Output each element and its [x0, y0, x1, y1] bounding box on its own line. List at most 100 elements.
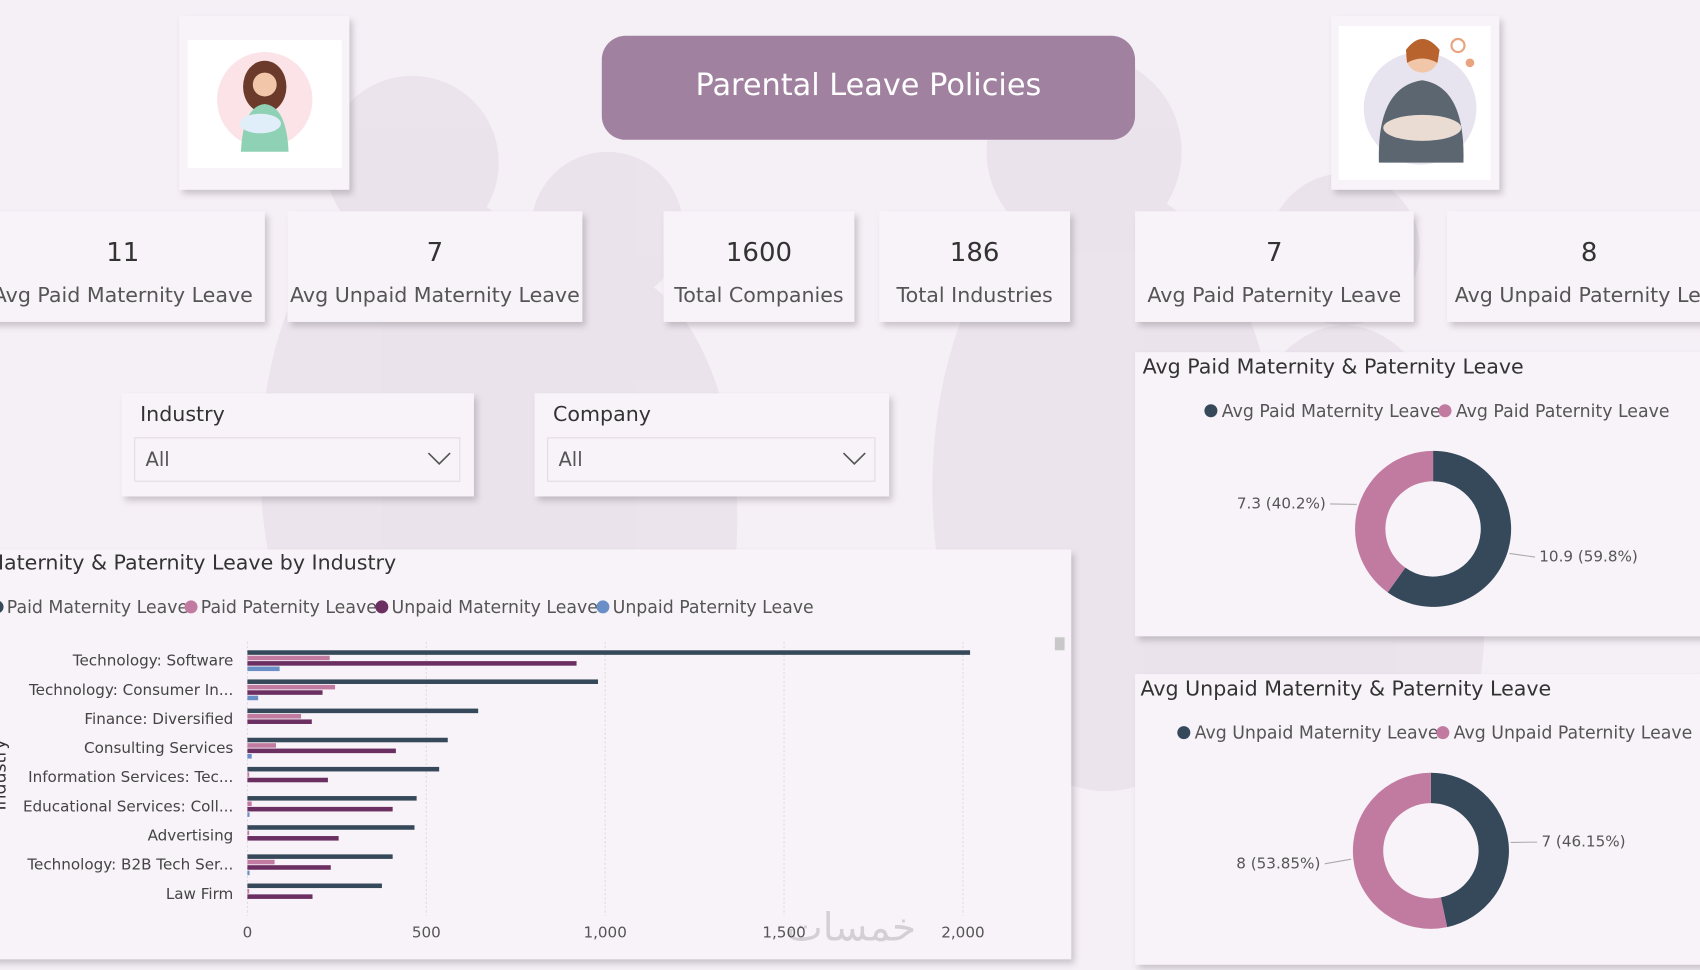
bar: [247, 836, 339, 841]
bar: [247, 870, 250, 876]
bar: [247, 743, 277, 748]
y-tick-label: Consulting Services: [84, 739, 233, 757]
slicer-card: [534, 393, 890, 497]
donut-slice: [1430, 772, 1509, 928]
kpi-value: 186: [950, 238, 1000, 268]
bar: [247, 650, 971, 655]
bar: [247, 679, 599, 684]
legend-label: Paid Maternity Leave: [7, 598, 188, 618]
legend-dot: [1177, 726, 1191, 740]
data-label: 10.9 (59.8%): [1539, 548, 1638, 566]
y-tick-label: Advertising: [148, 827, 234, 845]
bar: [247, 748, 396, 754]
bar: [247, 766, 440, 772]
y-tick-label: Technology: Software: [72, 652, 234, 670]
legend-dot: [1436, 726, 1450, 740]
chart-title: Avg Paid Maternity & Paternity Leave: [1143, 354, 1524, 378]
kpi-label: Total Industries: [896, 283, 1053, 307]
bar: [247, 777, 328, 783]
donut-slice: [1352, 772, 1448, 929]
legend-dot: [375, 600, 389, 614]
bar: [247, 830, 250, 836]
kpi-card: [663, 211, 855, 322]
slicer-label: Industry: [140, 402, 225, 426]
slicer-selection: All: [558, 448, 582, 471]
kpi-value: 8: [1581, 238, 1598, 268]
y-axis-title: Industry: [0, 739, 10, 810]
kpi-value: 7: [427, 238, 444, 268]
legend-label: Unpaid Maternity Leave: [392, 598, 598, 618]
kpi-value: 11: [106, 238, 139, 268]
kpi-value: 1600: [726, 238, 792, 268]
slicer-label: Company: [553, 402, 651, 426]
legend-label: Avg Paid Paternity Leave: [1456, 402, 1670, 422]
bar: [247, 684, 336, 690]
bar: [247, 695, 259, 701]
kpi-row: 11 Avg Paid Maternity Leave 7 Avg Unpaid Ma…: [0, 211, 1700, 322]
father-illustration: [1363, 37, 1477, 165]
bar: [247, 708, 479, 714]
bar: [247, 825, 415, 830]
legend-label: Avg Unpaid Maternity Leave: [1195, 724, 1439, 744]
kpi-card: [879, 211, 1071, 322]
kpi-label: Avg Unpaid Maternity Leave: [290, 283, 580, 307]
kpi-value: 7: [1266, 238, 1283, 268]
chart-title: Avg Unpaid Maternity & Paternity Leave: [1140, 676, 1551, 700]
bar: [247, 714, 302, 719]
kpi-label: Avg Unpaid Paternity Leave: [1455, 283, 1700, 307]
kpi-label: Avg Paid Maternity Leave: [0, 283, 253, 307]
dropdown-chevron[interactable]: [427, 452, 451, 466]
legend-dot: [1438, 404, 1452, 418]
bar: [247, 801, 252, 807]
bar: [247, 865, 331, 870]
bar: [247, 690, 323, 695]
mother-illustration: [217, 52, 313, 152]
slicer-dropdown[interactable]: [547, 437, 876, 482]
dropdown-chevron[interactable]: [842, 452, 866, 466]
bar: [247, 737, 448, 743]
bar: [247, 719, 312, 724]
legend-dot: [1204, 404, 1218, 418]
x-tick-label: 1,500: [762, 924, 805, 942]
scrollbar[interactable]: [1054, 637, 1065, 651]
bar: [247, 894, 313, 899]
dashboard-title: Parental Leave Policies: [696, 68, 1042, 103]
legend-label: Paid Paternity Leave: [201, 598, 377, 618]
watermark: خمسات: [786, 905, 916, 950]
bar: [247, 661, 577, 666]
donut-slice: [1355, 450, 1434, 593]
y-tick-label: Educational Services: Coll...: [23, 797, 233, 815]
slicer-selection: All: [146, 448, 170, 471]
y-tick-label: Technology: Consumer In...: [28, 681, 233, 699]
kpi-label: Total Companies: [673, 283, 843, 307]
legend-label: Avg Unpaid Paternity Leave: [1454, 724, 1693, 744]
leader-line: [1509, 552, 1536, 558]
y-tick-label: Technology: B2B Tech Ser...: [26, 856, 233, 874]
bar: [247, 883, 382, 889]
bar: [247, 854, 393, 859]
chart-title: Maternity & Paternity Leave by Industry: [0, 551, 396, 575]
x-tick-label: 500: [412, 924, 441, 942]
kpi-card: [0, 211, 265, 322]
data-label: 7.3 (40.2%): [1237, 494, 1326, 512]
donut-slice: [1387, 450, 1512, 607]
kpi-card: [1135, 211, 1414, 322]
kpi-card: [287, 211, 583, 322]
legend-dot: [184, 600, 198, 614]
bar: [247, 772, 250, 777]
y-tick-label: Information Services: Tec...: [28, 768, 233, 786]
legend-dot: [0, 601, 4, 613]
chart-card: [0, 549, 1072, 960]
kpi-card: [1447, 211, 1700, 322]
kpi-label: Avg Paid Paternity Leave: [1147, 283, 1401, 307]
x-tick-label: 1,000: [583, 924, 626, 942]
slicer-card: [121, 393, 474, 497]
bar: [247, 888, 250, 894]
legend-dot: [596, 600, 610, 614]
y-tick-label: Law Firm: [166, 885, 234, 903]
data-label: 7 (46.15%): [1541, 833, 1625, 851]
bar: [247, 859, 275, 865]
slicer-dropdown[interactable]: [134, 437, 461, 482]
bar: [247, 812, 250, 817]
